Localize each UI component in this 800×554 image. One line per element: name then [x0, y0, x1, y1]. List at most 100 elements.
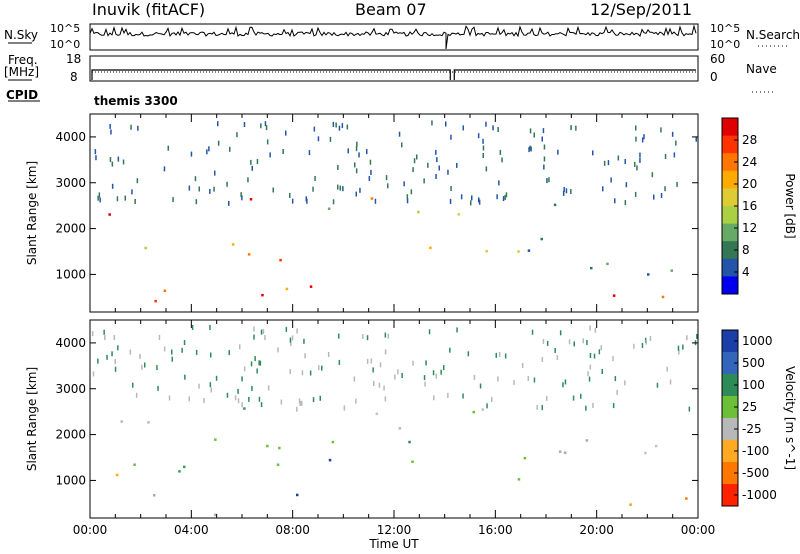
- scatter-cell: [592, 150, 594, 156]
- x-axis-label: Time UT: [368, 537, 419, 551]
- scatter-cell: [209, 188, 211, 194]
- nsky-panel: [89, 23, 699, 51]
- colorbar-tick-label: -1000: [742, 488, 777, 502]
- scatter-cell: [492, 125, 494, 131]
- scatter-cell: [209, 325, 211, 330]
- scatter-cell: [554, 348, 556, 353]
- scatter-cell: [137, 125, 139, 131]
- scatter-cell: [533, 132, 535, 138]
- scatter-cell: [109, 123, 111, 129]
- scatter-cell: [588, 376, 591, 382]
- scatter-cell: [533, 377, 536, 383]
- scatter-cell: [319, 395, 321, 401]
- scatter-cell: [541, 405, 543, 411]
- scatter-cell: [366, 335, 369, 341]
- colorbar-segment: [722, 153, 738, 172]
- scatter-cell: [289, 193, 291, 198]
- scatter-cell: [498, 180, 500, 186]
- beam-title: Beam 07: [355, 0, 427, 19]
- scatter-cell: [529, 145, 531, 151]
- scatter-cell: [562, 382, 564, 388]
- scatter-cell: [97, 358, 99, 364]
- scatter-cell: [624, 159, 626, 164]
- y-tick-label: 2000: [55, 428, 86, 442]
- scatter-cell: [198, 186, 200, 192]
- scatter-cell: [460, 194, 463, 200]
- scatter-cell: [649, 336, 652, 342]
- x-tick-label: 08:00: [275, 523, 310, 537]
- colorbar-segment: [722, 223, 738, 242]
- range-cell: [249, 198, 253, 201]
- scatter-cell: [635, 136, 637, 142]
- colorbar-segment: [722, 276, 738, 295]
- scatter-cell: [369, 159, 372, 165]
- scatter-cell: [260, 402, 263, 408]
- scatter-cell: [312, 397, 315, 403]
- range-cell: [523, 456, 527, 460]
- scatter-cell: [653, 194, 655, 200]
- scatter-cell: [641, 137, 644, 143]
- scatter-cell: [682, 344, 684, 350]
- scatter-cell: [530, 146, 532, 152]
- scatter-cell: [536, 404, 538, 410]
- colorbar-segment: [722, 135, 738, 154]
- scatter-cell: [256, 159, 259, 164]
- scatter-cell: [163, 166, 166, 172]
- scatter-cell: [97, 195, 99, 201]
- scatter-cell: [639, 152, 641, 158]
- scatter-cell: [582, 338, 584, 344]
- scatter-cell: [327, 352, 330, 357]
- scatter-cell: [440, 369, 442, 375]
- scatter-cell: [239, 344, 241, 350]
- scatter-cell: [573, 341, 575, 347]
- scatter-cell: [431, 120, 433, 126]
- scatter-cell: [332, 199, 335, 205]
- scatter-cell: [385, 175, 388, 181]
- scatter-cell: [485, 121, 487, 127]
- x-tick-label: 04:00: [174, 523, 209, 537]
- range-cell: [429, 246, 432, 250]
- range-cell: [327, 207, 331, 210]
- y-tick-label: 3000: [55, 382, 86, 396]
- scatter-cell: [543, 144, 546, 150]
- scatter-cell: [171, 349, 173, 355]
- range-cell: [144, 246, 147, 250]
- scatter-cell: [195, 349, 198, 355]
- scatter-cell: [607, 160, 610, 166]
- scatter-cell: [258, 360, 260, 366]
- scatter-cell: [301, 370, 304, 376]
- scatter-cell: [432, 370, 435, 376]
- scatter-cell: [387, 183, 389, 189]
- scatter-cell: [104, 335, 106, 341]
- scatter-cell: [677, 345, 680, 351]
- scatter-cell: [678, 349, 680, 355]
- scatter-cell: [313, 126, 316, 132]
- plot-background: [90, 320, 698, 518]
- scatter-cell: [656, 382, 659, 388]
- scatter-cell: [559, 330, 562, 336]
- scatter-cell: [272, 187, 274, 193]
- scatter-cell: [504, 194, 506, 200]
- scatter-cell: [210, 387, 212, 393]
- scatter-cell: [384, 396, 387, 402]
- scatter-cell: [354, 162, 356, 168]
- range-cell: [585, 439, 589, 442]
- scatter-cell: [136, 178, 139, 184]
- scatter-cell: [570, 125, 572, 131]
- scatter-cell: [589, 364, 592, 370]
- scatter-cell: [338, 333, 340, 339]
- scatter-cell: [250, 361, 253, 367]
- scatter-cell: [184, 374, 186, 380]
- scatter-cell: [343, 405, 346, 411]
- scatter-cell: [589, 353, 592, 358]
- scatter-cell: [296, 328, 298, 334]
- range-cell: [685, 497, 688, 500]
- scatter-cell: [158, 335, 161, 340]
- scatter-cell: [546, 340, 549, 346]
- scatter-cell: [314, 176, 316, 181]
- scatter-cell: [643, 134, 645, 140]
- nsky-label: N.Sky: [4, 28, 39, 42]
- scatter-cell: [600, 345, 602, 351]
- colorbar-segment: [722, 206, 738, 225]
- scatter-cell: [291, 198, 294, 204]
